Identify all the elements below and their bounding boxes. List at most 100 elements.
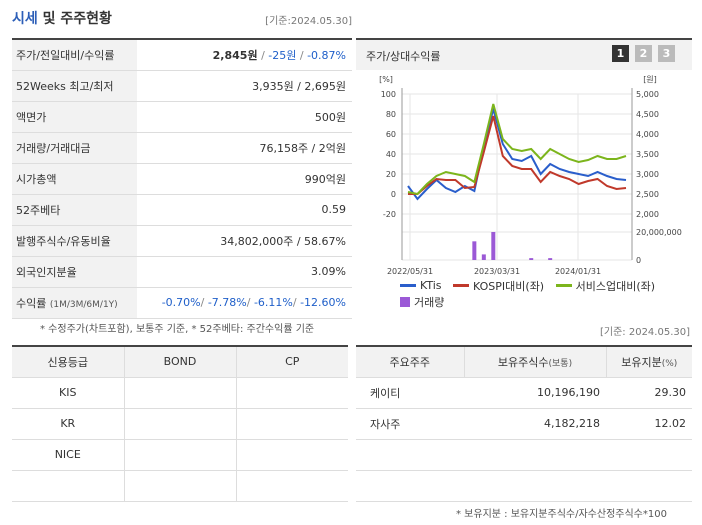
section-header: 시세 및 주주현황 [기준:2024.05.30]	[12, 8, 352, 34]
row-value: 3,935원 / 2,695원	[137, 70, 352, 102]
table-row	[356, 470, 692, 502]
row-value: 76,158주 / 2억원	[137, 132, 352, 164]
chart-page-1-button[interactable]: 1	[612, 45, 629, 62]
cell	[235, 377, 348, 409]
y-tick-label: 20	[386, 170, 396, 179]
table-row: 외국인지분율 3.09%	[12, 256, 352, 288]
table-row: KR	[12, 408, 348, 440]
volume-bar	[481, 254, 486, 260]
credit-rating-table: 신용등급 BOND CP KIS KR NICE	[12, 345, 348, 502]
series-line-1	[408, 115, 627, 195]
right-tick-label: 2,000	[636, 210, 659, 219]
legend-item: KTis	[400, 279, 442, 292]
column-header: 주요주주	[356, 346, 464, 378]
right-tick-label: 2,500	[636, 190, 659, 199]
x-tick-label: 2022/05/31	[387, 267, 433, 276]
shares-held	[464, 439, 606, 471]
right-tick-label: 4,000	[636, 130, 659, 139]
cell	[123, 470, 236, 502]
chart-header: 주가/상대수익률 1 2 3	[356, 40, 692, 70]
chart-page-2-button[interactable]: 2	[635, 45, 652, 62]
column-header: CP	[235, 346, 348, 378]
row-label: 시가총액	[12, 163, 137, 195]
row-value: 34,802,000주 / 58.67%	[137, 225, 352, 257]
basis-date: [기준:2024.05.30]	[265, 16, 352, 27]
shares-held: 4,182,218	[464, 408, 606, 440]
volume-bar	[548, 258, 553, 260]
table-row	[12, 470, 348, 502]
table-row: 수익률 (1M/3M/6M/1Y) -0.70%/ -7.78%/ -6.11%…	[12, 287, 352, 319]
table-header-row: 주요주주 보유주식수(보통) 보유지분(%)	[356, 346, 692, 378]
table-row: 거래량/거래대금 76,158주 / 2억원	[12, 132, 352, 164]
row-label: 52주베타	[12, 194, 137, 226]
ownership-pct	[606, 439, 692, 471]
chart-legend: KTis KOSPI대비(좌) 서비스업대비(좌) 거래량	[400, 277, 690, 310]
table-row: 시가총액 990억원	[12, 163, 352, 195]
holder-name	[356, 439, 464, 471]
row-value: 500원	[137, 101, 352, 133]
row-label: 거래량/거래대금	[12, 132, 137, 164]
cell	[12, 470, 124, 502]
right-tick-label: 3,500	[636, 150, 659, 159]
series-line-2	[407, 103, 627, 196]
row-label: 액면가	[12, 101, 137, 133]
volume-tick-label: 0	[636, 256, 641, 265]
holder-name: 케이티	[356, 377, 464, 409]
table-row: 액면가 500원	[12, 101, 352, 133]
ownership-pct: 12.02	[606, 408, 692, 440]
table-row: 52Weeks 최고/최저 3,935원 / 2,695원	[12, 70, 352, 102]
cell	[235, 408, 348, 440]
cell	[123, 377, 236, 409]
section-title: 시세 및 주주현황	[12, 11, 112, 27]
table-header-row: 신용등급 BOND CP	[12, 346, 348, 378]
volume-tick-label: 20,000,000	[636, 228, 682, 237]
row-label: 수익률 (1M/3M/6M/1Y)	[12, 287, 137, 319]
cell: KR	[12, 408, 124, 440]
volume-bar	[472, 241, 477, 260]
series-line-0	[407, 105, 627, 201]
x-tick-label: 2023/03/31	[474, 267, 520, 276]
cell: KIS	[12, 377, 124, 409]
row-label: 발행주식수/유동비율	[12, 225, 137, 257]
cell	[235, 439, 348, 471]
right-tick-label: 3,000	[636, 170, 659, 179]
shareholder-table: 주요주주 보유주식수(보통) 보유지분(%) 케이티 10,196,190 29.3…	[356, 345, 692, 502]
legend-item: 서비스업대비(좌)	[555, 278, 655, 294]
left-axis-unit: [%]	[379, 75, 393, 84]
holder-name: 자사주	[356, 408, 464, 440]
row-label: 외국인지분율	[12, 256, 137, 288]
table-row: 자사주 4,182,218 12.02	[356, 408, 692, 440]
y-tick-label: 0	[391, 190, 396, 199]
legend-item: KOSPI대비(좌)	[453, 278, 544, 294]
holder-name	[356, 470, 464, 502]
table-row	[356, 439, 692, 471]
x-tick-label: 2024/01/31	[555, 267, 601, 276]
price-info-table: 주가/전일대비/수익률 2,845원 / -25원 / -0.87% 52Wee…	[12, 38, 352, 319]
ownership-pct: 29.30	[606, 377, 692, 409]
row-label: 주가/전일대비/수익률	[12, 39, 137, 71]
column-header: 신용등급	[12, 346, 124, 378]
row-label: 52Weeks 최고/최저	[12, 70, 137, 102]
right-tick-label: 4,500	[636, 110, 659, 119]
basis-date-2: [기준: 2024.05.30]	[600, 327, 691, 338]
cell	[235, 470, 348, 502]
column-header: BOND	[123, 346, 236, 378]
volume-bar	[491, 232, 496, 260]
y-tick-label: -20	[383, 210, 396, 219]
volume-bar	[529, 258, 534, 260]
table-row: 케이티 10,196,190 29.30	[356, 377, 692, 409]
table-row: 발행주식수/유동비율 34,802,000주 / 58.67%	[12, 225, 352, 257]
shares-held: 10,196,190	[464, 377, 606, 409]
right-tick-label: 5,000	[636, 90, 659, 99]
table-row: 52주베타 0.59	[12, 194, 352, 226]
chart-page-3-button[interactable]: 3	[658, 45, 675, 62]
shares-held	[464, 470, 606, 502]
table-row: KIS	[12, 377, 348, 409]
chart-panel: 주가/상대수익률 1 2 3 [%] [원] 100 5,000 80 4,500 60 4,…	[356, 38, 692, 316]
row-value: 990억원	[137, 163, 352, 195]
footnote: * 보유지분 : 보유지분주식수/자수산정주식수*100	[456, 509, 667, 520]
cell: NICE	[12, 439, 124, 471]
y-tick-label: 40	[386, 150, 396, 159]
legend-item: 거래량	[400, 294, 444, 310]
column-header: 보유지분(%)	[605, 346, 692, 378]
